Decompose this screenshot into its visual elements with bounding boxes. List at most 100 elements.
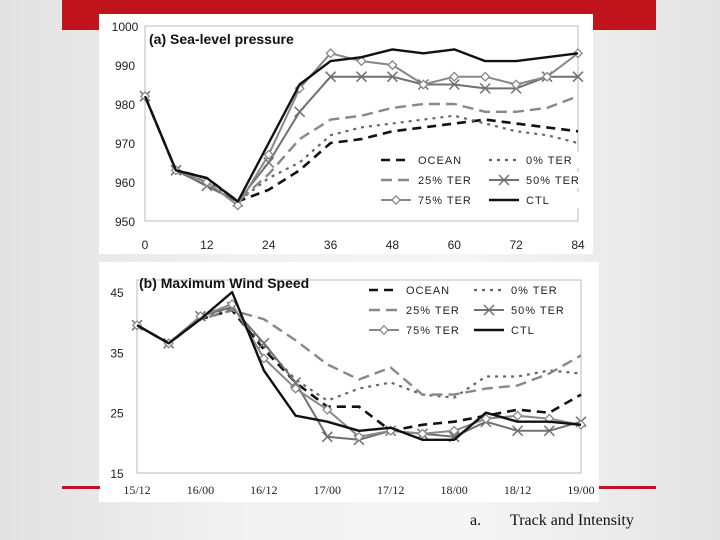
legend-item-bg	[470, 282, 569, 298]
data-point-75pct-ter	[418, 79, 429, 90]
legend-item-bg	[377, 152, 479, 168]
data-point-75pct-ter	[512, 410, 523, 421]
legend-label: CTL	[526, 195, 550, 207]
series-0pct-ter	[136, 306, 582, 402]
y-tick-label: 45	[110, 286, 124, 300]
x-tick-label: 60	[448, 238, 462, 252]
caption-text: Track and Intensity	[510, 512, 634, 529]
data-point-50pct-ter	[543, 425, 555, 437]
series-ctl	[136, 290, 582, 441]
series-line-ctl	[143, 48, 579, 203]
legend-item-0pct-ter: 0% TER	[485, 152, 587, 168]
data-point-75pct-ter	[417, 428, 428, 439]
legend-item-25pct-ter: 25% TER	[377, 172, 479, 188]
data-point-50pct-ter	[479, 82, 491, 94]
legend-item-bg	[485, 192, 587, 208]
y-tick-label: 980	[115, 98, 135, 112]
caption-marker: a.	[470, 512, 482, 529]
data-point-50pct-ter	[512, 425, 524, 437]
x-tick-label: 0	[142, 238, 149, 252]
series-25pct-ter	[136, 309, 582, 396]
x-tick-label: 18/00	[440, 483, 467, 497]
legend-item-bg	[485, 172, 587, 188]
x-tick-label: 15/12	[123, 483, 150, 497]
legend-label: 75% TER	[418, 195, 472, 207]
legend-marker	[378, 324, 390, 336]
chart-title: (a) Sea-level pressure	[149, 31, 294, 47]
data-point-75pct-ter	[480, 71, 491, 82]
data-point-75pct-ter	[290, 383, 301, 394]
legend-marker	[390, 194, 402, 206]
x-tick-label: 17/00	[314, 483, 341, 497]
y-tick-label: 970	[115, 137, 135, 151]
legend-item-75pct-ter: 75% TER	[365, 322, 464, 338]
x-tick-label: 18/12	[504, 483, 531, 497]
legend-item-ctl: CTL	[470, 322, 569, 338]
sea-level-pressure-plot: 950 960 970 980 990 1000 0 12 24 36 48 60 72 84 (a) Se…	[112, 20, 587, 252]
legend-item-ctl: CTL	[485, 192, 587, 208]
legend-item-bg	[470, 322, 569, 338]
legend-item-50pct-ter: 50% TER	[470, 302, 569, 318]
series-ctl	[143, 48, 579, 203]
plot-frame	[136, 279, 582, 474]
data-point-50pct-ter	[448, 78, 460, 91]
legend: OCEAN 0% TER 25% TER 50% TER 75% TER CTL	[365, 282, 569, 338]
data-point-75pct-ter	[263, 149, 274, 160]
max-wind-speed-chart: 15 25 35 45 15/12 16/00 16/12 17/00 17/12 18/00 18…	[99, 262, 599, 502]
x-tick-label: 84	[571, 238, 585, 252]
y-tick-label: 15	[110, 467, 124, 481]
data-point-75pct-ter	[480, 413, 491, 424]
legend-item-bg	[365, 322, 464, 338]
legend-label: CTL	[511, 325, 535, 337]
legend-item-25pct-ter: 25% TER	[365, 302, 464, 318]
legend-item-bg	[377, 192, 479, 208]
data-point-75pct-ter	[511, 79, 522, 90]
data-point-50pct-ter	[325, 71, 337, 83]
legend-item-ocean: OCEAN	[377, 152, 479, 168]
x-tick-label: 16/00	[187, 483, 214, 497]
legend-item-ocean: OCEAN	[365, 282, 464, 298]
legend-label: OCEAN	[418, 155, 462, 167]
legend-label: 0% TER	[511, 285, 558, 297]
legend-label: 50% TER	[511, 305, 565, 317]
legend-item-bg	[470, 302, 569, 318]
legend-label: 0% TER	[526, 155, 573, 167]
y-tick-label: 990	[115, 59, 135, 73]
data-point-75pct-ter	[258, 353, 269, 364]
legend-item-bg	[365, 282, 464, 298]
data-point-75pct-ter	[387, 59, 398, 71]
series-line-0pct-ter	[136, 306, 582, 402]
series-ocean	[136, 308, 582, 433]
data-point-75pct-ter	[353, 431, 365, 442]
data-point-75pct-ter	[356, 55, 367, 67]
legend-marker	[483, 304, 495, 316]
x-tick-label: 72	[509, 238, 523, 252]
legend-label: 25% TER	[418, 175, 472, 187]
sea-level-pressure-chart: 950 960 970 980 990 1000 0 12 24 36 48 60 72 84 (a) Se…	[99, 14, 593, 254]
accent-line-right	[599, 486, 656, 489]
x-tick-label: 19/00	[567, 483, 594, 497]
data-point-75pct-ter	[449, 425, 460, 436]
legend-item-bg	[485, 152, 587, 168]
data-point-75pct-ter	[325, 48, 336, 59]
plot-frame	[144, 25, 579, 222]
legend-item-50pct-ter: 50% TER	[485, 172, 587, 188]
data-point-50pct-ter	[572, 71, 584, 83]
x-tick-label: 24	[262, 238, 276, 252]
legend-item-0pct-ter: 0% TER	[470, 282, 569, 298]
legend-label: 25% TER	[406, 305, 460, 317]
x-tick-label: 12	[200, 238, 214, 252]
x-tick-label: 17/12	[377, 483, 404, 497]
x-tick-label: 36	[324, 238, 338, 252]
series-line-25pct-ter	[136, 309, 582, 396]
series-line-ocean	[136, 308, 582, 433]
data-point-75pct-ter	[322, 404, 333, 415]
legend-item-bg	[377, 172, 479, 188]
legend-item-75pct-ter: 75% TER	[377, 192, 479, 208]
data-point-50pct-ter	[386, 71, 398, 83]
accent-line-left	[62, 486, 100, 489]
series-75pct-ter	[131, 299, 587, 442]
data-point-50pct-ter	[355, 71, 368, 83]
legend-item-bg	[365, 302, 464, 318]
y-tick-label: 25	[110, 407, 124, 421]
